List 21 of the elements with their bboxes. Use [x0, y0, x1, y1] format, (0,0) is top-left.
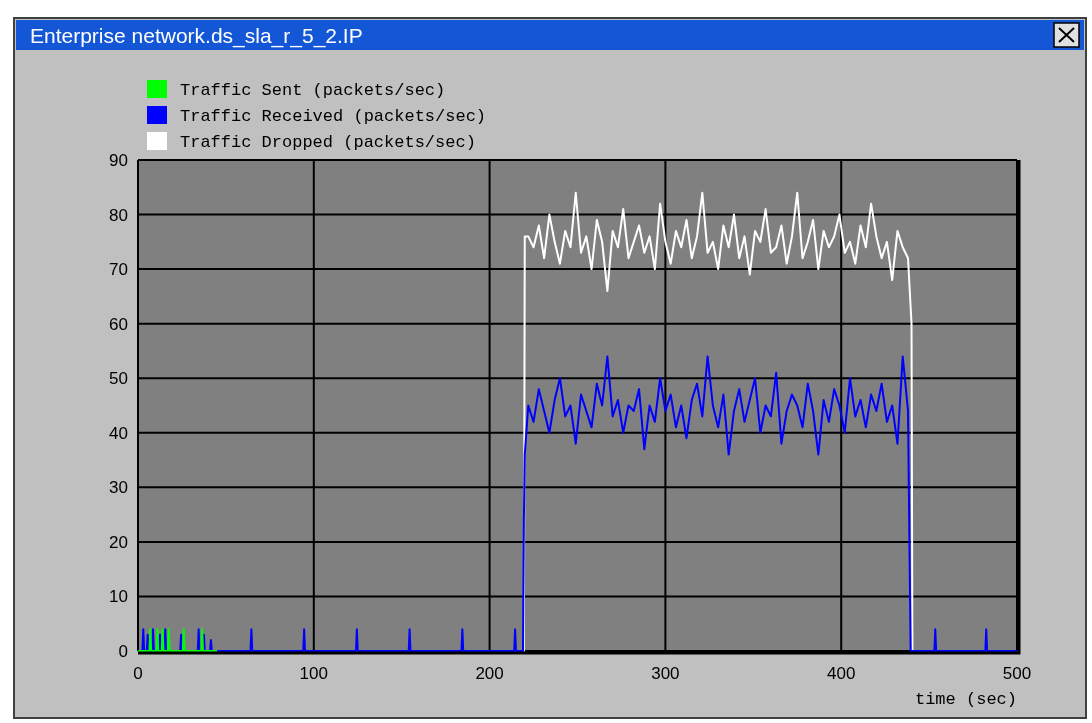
y-tick-label: 40 — [109, 423, 128, 443]
x-axis-title: time (sec) — [914, 690, 1017, 709]
y-tick-label: 90 — [109, 150, 128, 170]
x-tick-label: 0 — [133, 664, 143, 683]
y-tick-label: 10 — [109, 587, 128, 607]
x-tick-label: 200 — [475, 664, 504, 683]
legend-label: Traffic Sent (packets/sec) — [180, 81, 446, 100]
legend-label: Traffic Dropped (packets/sec) — [180, 133, 476, 152]
y-tick-label: 50 — [109, 369, 128, 389]
chart-title: Enterprise network.ds_sla_r_5_2.IP — [30, 24, 363, 48]
y-tick-label: 80 — [109, 205, 128, 225]
y-tick-label: 70 — [109, 260, 128, 280]
y-tick-label: 20 — [109, 532, 128, 552]
x-tick-label: 300 — [651, 664, 680, 683]
y-tick-label: 30 — [109, 478, 128, 498]
x-tick-label: 400 — [827, 664, 856, 683]
x-tick-label: 100 — [299, 664, 328, 683]
y-tick-label: 60 — [109, 314, 128, 334]
y-tick-label: 0 — [118, 641, 128, 661]
legend-label: Traffic Received (packets/sec) — [180, 107, 487, 126]
x-tick-label: 500 — [1002, 664, 1032, 683]
